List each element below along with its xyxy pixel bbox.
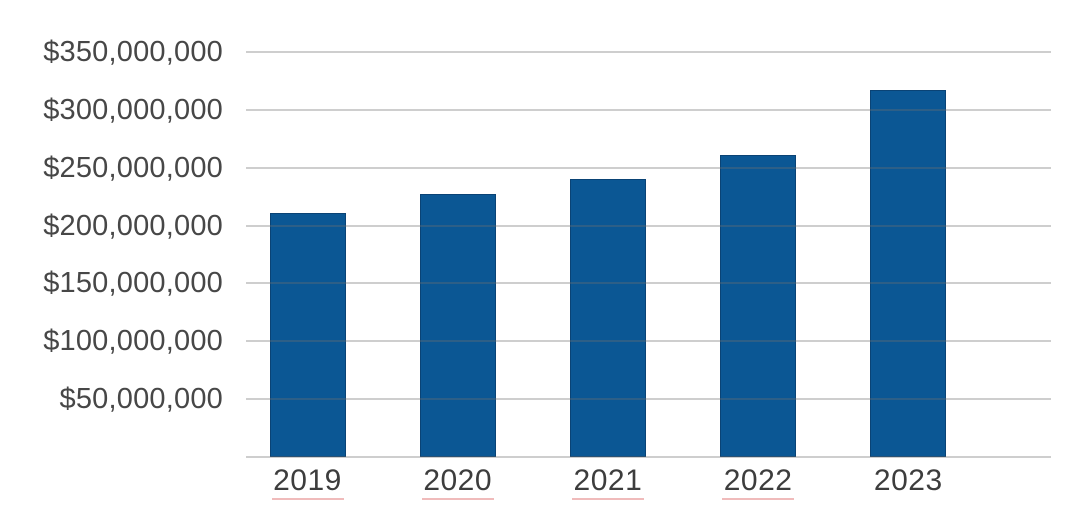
x-axis-label-2019: 2019 — [233, 464, 383, 500]
bar-2022 — [720, 155, 797, 457]
gridline-200M — [246, 224, 1051, 227]
gridline-250M — [246, 166, 1051, 169]
x-axis-label-2022: 2022 — [683, 464, 833, 500]
y-axis-label-150M: $150,000,000 — [43, 267, 223, 300]
spellcheck-underline-artifact — [722, 498, 795, 500]
gridline-300M — [246, 108, 1051, 111]
y-axis-label-50M: $50,000,000 — [59, 383, 223, 416]
y-axis-label-100M: $100,000,000 — [43, 325, 223, 358]
x-axis-label-2021: 2021 — [533, 464, 683, 500]
bar-2019 — [269, 212, 346, 457]
gridline-0M — [246, 456, 1051, 458]
gridline-50M — [246, 398, 1051, 401]
spellcheck-underline-artifact — [271, 498, 344, 500]
y-axis-label-200M: $200,000,000 — [43, 209, 223, 242]
y-axis-label-350M: $350,000,000 — [43, 36, 223, 68]
bar-2023 — [870, 90, 947, 457]
spellcheck-underline-artifact — [421, 498, 494, 500]
x-axis-label-2020: 2020 — [383, 464, 533, 500]
gridline-150M — [246, 282, 1051, 285]
x-axis-label-text: 2022 — [723, 464, 793, 497]
spellcheck-underline-artifact — [571, 498, 644, 500]
y-axis-label-300M: $300,000,000 — [43, 93, 223, 126]
x-axis-label-text: 2019 — [273, 464, 342, 497]
x-axis-label-text: 2020 — [423, 464, 493, 497]
y-axis-label-250M: $250,000,000 — [43, 151, 223, 184]
x-axis-label-2023: 2023 — [833, 464, 983, 498]
gridline-100M — [246, 340, 1051, 343]
x-axis-label-text: 2021 — [573, 464, 643, 497]
plot-area — [246, 51, 1051, 458]
x-axis-label-text: 2023 — [873, 464, 943, 497]
gridline-350M — [246, 51, 1051, 53]
bar-2021 — [569, 179, 646, 457]
bar-2020 — [419, 194, 496, 457]
